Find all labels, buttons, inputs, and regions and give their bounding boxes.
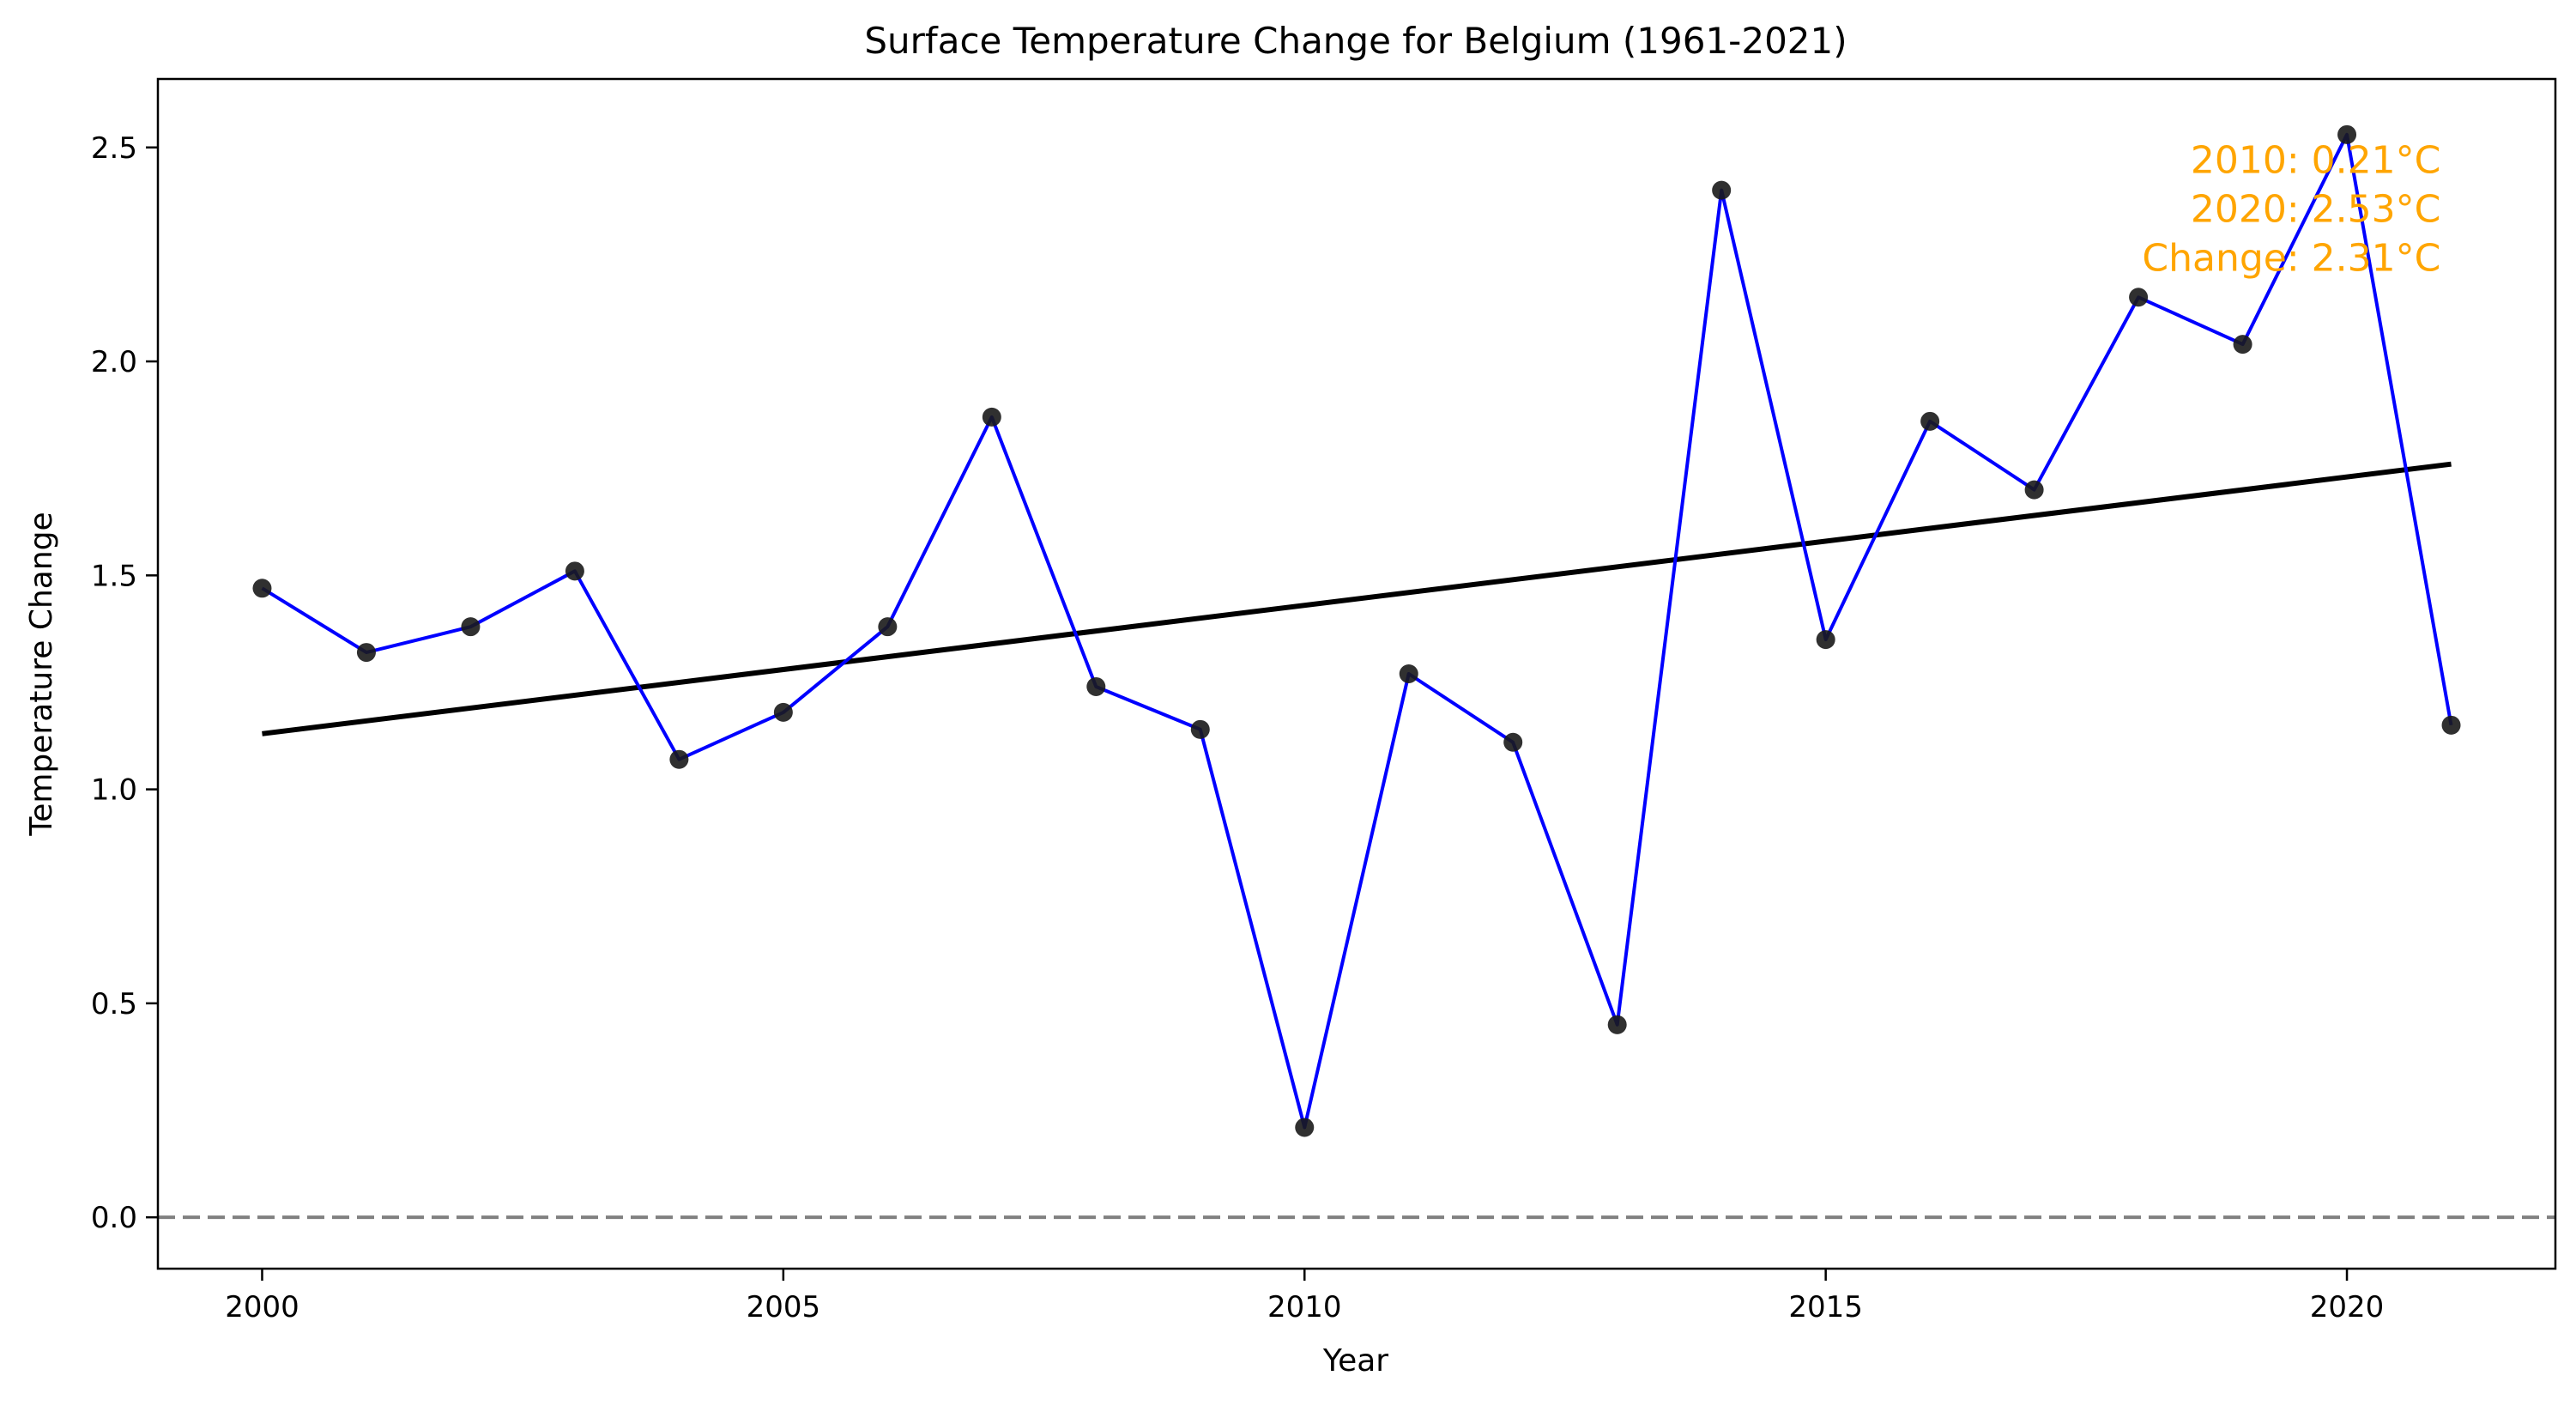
- x-axis-label: Year: [1322, 1343, 1388, 1379]
- x-tick-label: 2010: [1267, 1290, 1342, 1324]
- trend-line: [262, 461, 2452, 736]
- chart-title: Surface Temperature Change for Belgium (…: [864, 20, 1847, 62]
- x-tick-label: 2005: [747, 1290, 821, 1324]
- y-tick-label: 1.5: [91, 559, 137, 593]
- y-axis-label: Temperature Change: [24, 512, 59, 836]
- y-tick-label: 0.5: [91, 987, 137, 1021]
- data-point: [252, 579, 272, 598]
- y-tick-label: 2.5: [91, 131, 137, 166]
- plot-area: 2000 2005 2010 2015 2020 0.0 0.5 1.0 1.5 2.0 2.5 20…: [91, 77, 2557, 1324]
- data-point: [1295, 1118, 1315, 1137]
- data-point: [1816, 630, 1835, 650]
- x-tick-label: 2020: [2310, 1290, 2385, 1324]
- y-tick-label: 1.0: [91, 773, 137, 808]
- data-point: [565, 561, 584, 581]
- data-point: [2129, 288, 2149, 307]
- annotation-line: 2020: 2.53°C: [2191, 188, 2440, 232]
- y-tick-label: 2.0: [91, 345, 137, 379]
- data-point: [2337, 124, 2357, 144]
- annotation-line: 2010: 0.21°C: [2191, 139, 2440, 183]
- x-tick-label: 2000: [225, 1290, 299, 1324]
- data-point: [1607, 1015, 1627, 1034]
- data-point: [1086, 676, 1106, 696]
- data-point: [1190, 719, 1210, 739]
- data-point: [461, 617, 481, 637]
- data-point: [1712, 180, 1732, 200]
- data-point: [356, 643, 376, 663]
- data-point: [1503, 732, 1523, 752]
- data-point: [669, 749, 689, 769]
- data-point: [982, 407, 1001, 427]
- y-tick-label: 0.0: [91, 1201, 137, 1235]
- data-point: [2024, 480, 2044, 500]
- data-point: [878, 617, 898, 637]
- data-point: [2441, 715, 2461, 735]
- data-point: [1399, 664, 1418, 683]
- temperature-series-line: [261, 132, 2453, 1130]
- annotation-line: Change: 2.31°C: [2142, 237, 2440, 281]
- data-point: [2233, 335, 2252, 355]
- x-tick-label: 2015: [1788, 1290, 1863, 1324]
- data-point: [1920, 411, 1940, 431]
- data-point: [773, 702, 793, 722]
- axes-frame: [156, 77, 2557, 1270]
